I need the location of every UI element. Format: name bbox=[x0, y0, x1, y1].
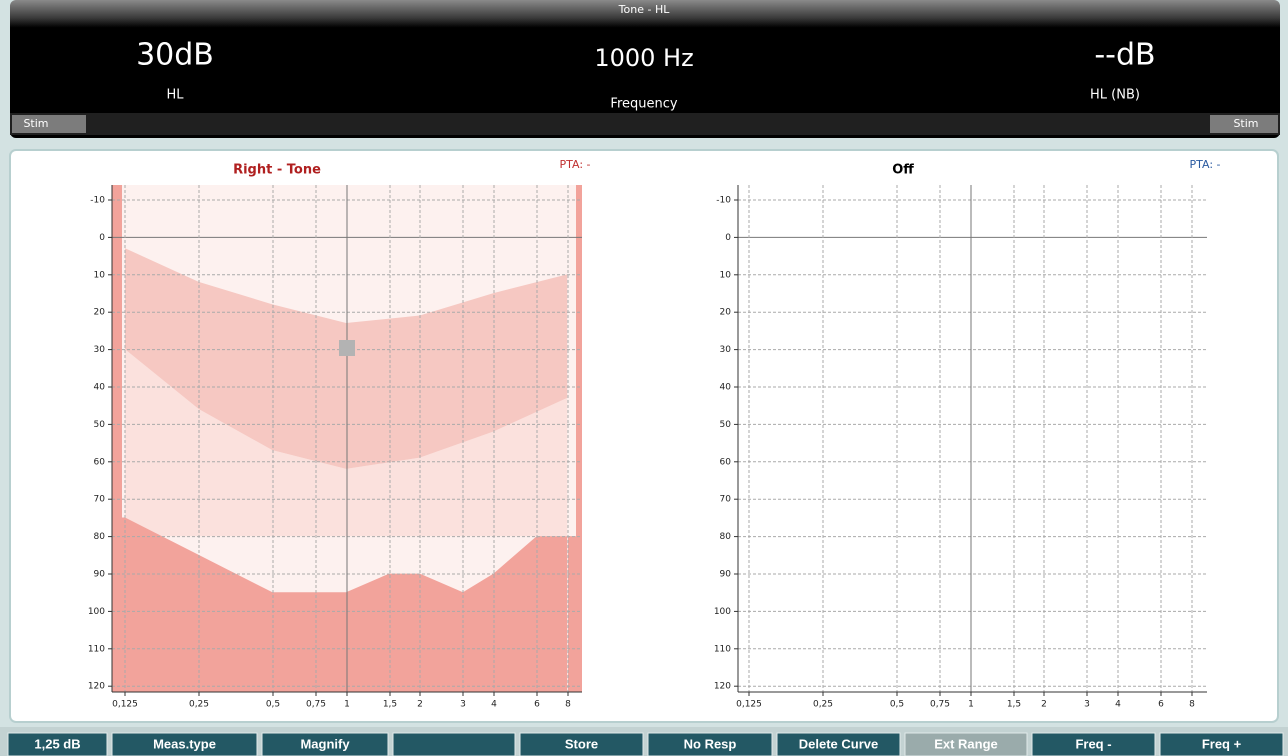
mode-label: Tone - HL bbox=[618, 3, 671, 16]
x-tick-label: 0,5 bbox=[890, 700, 904, 710]
toolbar-button[interactable] bbox=[904, 732, 1028, 756]
toolbar-button[interactable] bbox=[1159, 732, 1284, 756]
right-chart-title: Off bbox=[892, 163, 914, 178]
x-tick-label: 8 bbox=[565, 700, 571, 710]
toolbar-button-label: Ext Range bbox=[934, 736, 998, 751]
toolbar-button-label: Freq + bbox=[1202, 736, 1242, 751]
x-tick-label: 6 bbox=[534, 700, 540, 710]
toolbar-button-label: No Resp bbox=[684, 736, 737, 751]
x-tick-label: 0,125 bbox=[112, 700, 138, 710]
y-tick-label: 10 bbox=[720, 270, 732, 280]
shade-low-region bbox=[125, 349, 568, 537]
level-value: 30dB bbox=[136, 38, 214, 73]
x-tick-label: 3 bbox=[460, 700, 466, 710]
stim-right-indicator bbox=[1210, 115, 1278, 133]
y-tick-label: 40 bbox=[720, 383, 732, 393]
x-tick-label: 0,25 bbox=[813, 700, 833, 710]
toolbar-button[interactable] bbox=[647, 732, 773, 756]
masking-value: --dB bbox=[1094, 38, 1155, 73]
shade-right-column bbox=[576, 185, 582, 692]
right-pta: PTA: - bbox=[1189, 158, 1220, 171]
x-tick-label: 1 bbox=[968, 700, 974, 710]
y-tick-label: 50 bbox=[720, 420, 732, 430]
y-tick-label: 70 bbox=[94, 495, 106, 505]
y-tick-label: 20 bbox=[720, 308, 732, 318]
frequency-value: 1000 Hz bbox=[594, 44, 693, 72]
left-pta: PTA: - bbox=[559, 158, 590, 171]
y-tick-label: 110 bbox=[88, 644, 105, 654]
toolbar-button-label: Freq - bbox=[1075, 736, 1111, 751]
y-tick-label: 110 bbox=[714, 644, 731, 654]
toolbar-button[interactable] bbox=[111, 732, 258, 756]
y-tick-label: 30 bbox=[94, 345, 106, 355]
y-tick-label: 80 bbox=[94, 532, 106, 542]
x-tick-label: 3 bbox=[1084, 700, 1090, 710]
header-strip bbox=[10, 113, 1280, 135]
x-tick-label: 1,5 bbox=[383, 700, 397, 710]
y-tick-label: 30 bbox=[720, 345, 732, 355]
x-tick-label: 0,75 bbox=[930, 700, 950, 710]
level-label: HL bbox=[166, 88, 184, 103]
x-tick-label: 4 bbox=[491, 700, 497, 710]
shade-mid-band bbox=[125, 248, 568, 469]
y-tick-label: 70 bbox=[720, 495, 732, 505]
toolbar-button[interactable] bbox=[7, 732, 108, 756]
y-tick-label: 100 bbox=[714, 607, 731, 617]
toolbar-button[interactable] bbox=[261, 732, 389, 756]
toolbar-button[interactable] bbox=[392, 732, 516, 756]
cursor-marker bbox=[339, 340, 355, 356]
y-tick-label: -10 bbox=[90, 196, 105, 206]
frequency-label: Frequency bbox=[610, 97, 677, 112]
x-tick-label: 4 bbox=[1115, 700, 1121, 710]
x-tick-label: 0,125 bbox=[736, 700, 762, 710]
y-tick-label: 120 bbox=[714, 682, 731, 692]
y-tick-label: 120 bbox=[88, 682, 105, 692]
toolbar-button-label: Magnify bbox=[300, 736, 350, 751]
y-tick-label: 10 bbox=[94, 270, 106, 280]
toolbar-button[interactable] bbox=[1031, 732, 1156, 756]
stim-left-indicator bbox=[12, 115, 86, 133]
stim-right-label: Stim bbox=[1233, 117, 1258, 130]
y-tick-label: 0 bbox=[99, 233, 105, 243]
x-tick-label: 2 bbox=[1041, 700, 1047, 710]
x-tick-label: 1 bbox=[344, 700, 350, 710]
toolbar-button-label: 1,25 dB bbox=[34, 736, 80, 751]
toolbar-button[interactable] bbox=[519, 732, 644, 756]
y-tick-label: 90 bbox=[720, 570, 732, 580]
x-tick-label: 0,75 bbox=[306, 700, 326, 710]
header bbox=[10, 0, 1280, 138]
left-chart-title: Right - Tone bbox=[233, 163, 321, 178]
shade-dark-region bbox=[125, 517, 568, 692]
y-tick-label: 90 bbox=[94, 570, 106, 580]
stim-left-label: Stim bbox=[23, 117, 48, 130]
x-tick-label: 2 bbox=[417, 700, 423, 710]
toolbar-button-label: Delete Curve bbox=[799, 736, 878, 751]
shade-left-column-inner bbox=[122, 517, 125, 692]
y-tick-label: 20 bbox=[94, 308, 106, 318]
shade-right-column-inner bbox=[568, 536, 576, 692]
y-tick-label: 80 bbox=[720, 532, 732, 542]
y-tick-label: 100 bbox=[88, 607, 105, 617]
x-tick-label: 1,5 bbox=[1007, 700, 1021, 710]
y-tick-label: 40 bbox=[94, 383, 106, 393]
y-tick-label: 60 bbox=[720, 457, 732, 467]
toolbar-button-label: Meas.type bbox=[153, 736, 216, 751]
y-tick-label: 50 bbox=[94, 420, 106, 430]
y-tick-label: 60 bbox=[94, 457, 106, 467]
x-tick-label: 0,5 bbox=[266, 700, 280, 710]
toolbar-button[interactable] bbox=[776, 732, 901, 756]
y-tick-label: -10 bbox=[716, 196, 731, 206]
shade-left-column bbox=[112, 185, 122, 692]
y-tick-label: 0 bbox=[725, 233, 731, 243]
toolbar-button-label: Store bbox=[565, 736, 598, 751]
masking-label: HL (NB) bbox=[1090, 88, 1140, 103]
x-tick-label: 8 bbox=[1189, 700, 1195, 710]
x-tick-label: 0,25 bbox=[189, 700, 209, 710]
x-tick-label: 6 bbox=[1158, 700, 1164, 710]
